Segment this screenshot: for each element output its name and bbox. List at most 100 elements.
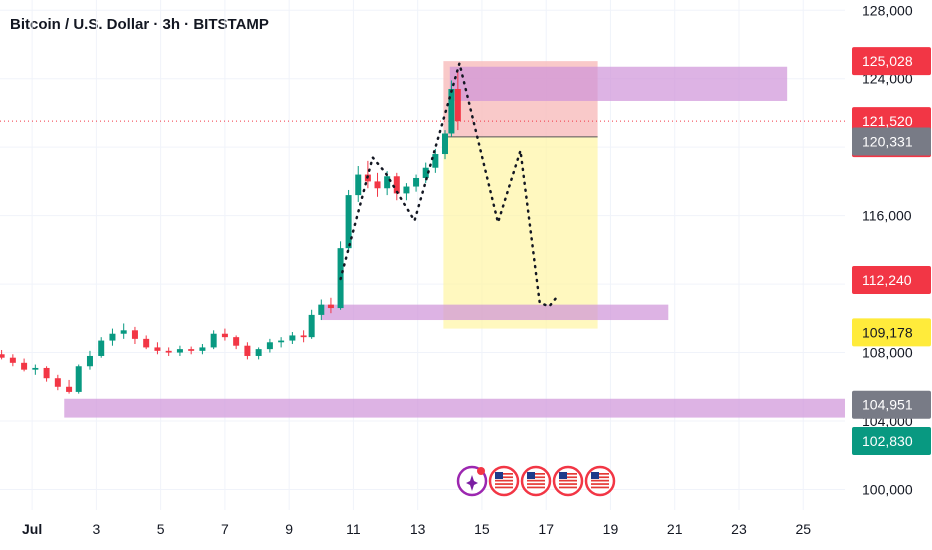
x-tick-label: 23	[731, 521, 747, 537]
us-flag-icon[interactable]	[488, 465, 520, 497]
price-badge: 120,331	[852, 127, 931, 156]
candle-body	[54, 378, 61, 387]
candle	[143, 335, 150, 350]
candle	[120, 323, 127, 339]
candle	[199, 343, 206, 355]
candle-body	[413, 177, 420, 187]
flag-stripe	[591, 483, 609, 485]
candle	[109, 328, 116, 346]
candle-body	[327, 304, 334, 309]
price-badge-bg	[852, 318, 931, 347]
candle	[355, 166, 362, 202]
candle-body	[109, 333, 116, 341]
x-tick-label: 15	[474, 521, 490, 537]
us-flag-icon[interactable]	[552, 465, 584, 497]
price-badge: 104,951	[852, 390, 931, 419]
flag-canton	[559, 472, 567, 479]
x-tick-label: 3	[92, 521, 100, 537]
candle-body	[233, 337, 240, 346]
projection-path	[339, 58, 561, 308]
flag-stripe	[495, 486, 513, 489]
candle-body	[374, 181, 381, 189]
x-tick-label: 13	[410, 521, 426, 537]
candle-body	[131, 330, 138, 339]
candle-body	[393, 176, 400, 194]
y-tick-label: 116,000	[862, 208, 912, 224]
candle-body	[221, 333, 228, 338]
candle-body	[300, 335, 307, 338]
candle-body	[422, 167, 429, 178]
y-axis: 100,000104,000108,000116,000124,000128,0…	[862, 2, 913, 497]
zone-support	[321, 304, 669, 321]
us-flag-icon[interactable]	[584, 465, 616, 497]
candle	[345, 189, 352, 252]
flag-stripe	[527, 476, 545, 479]
flag-stripe	[559, 483, 577, 485]
x-tick-label: 21	[667, 521, 683, 537]
candle-body	[176, 349, 183, 353]
candle	[21, 358, 28, 372]
candle-body	[188, 349, 195, 351]
candle	[289, 332, 296, 344]
flag-stripe	[527, 483, 545, 485]
y-tick-label: 100,000	[862, 481, 913, 497]
candle-body	[0, 354, 5, 358]
candle-body	[318, 304, 325, 315]
price-badge: 102,830	[852, 427, 931, 456]
price-badge-label: 109,178	[862, 324, 913, 340]
candle-body	[454, 88, 461, 122]
spark-icon[interactable]	[456, 465, 488, 497]
y-tick-label: 108,000	[862, 345, 913, 361]
us-flag-icon[interactable]	[520, 465, 552, 497]
candle-body	[432, 154, 439, 168]
flag-stripe	[559, 486, 577, 489]
price-badges: 125,028121,52028:57120,331112,240109,178…	[852, 47, 931, 456]
candle	[393, 172, 400, 201]
candle-body	[345, 195, 352, 249]
flag-stripe	[527, 486, 545, 489]
candle	[454, 71, 461, 131]
chart-title: Bitcoin / U.S. Dollar · 3h · BITSTAMP	[10, 16, 269, 33]
event-icons	[456, 465, 616, 497]
flag-canton	[591, 472, 599, 479]
candle	[255, 347, 262, 360]
candle	[86, 350, 93, 370]
projection-line	[339, 58, 561, 308]
candle-body	[441, 133, 448, 155]
candle-body	[448, 88, 455, 134]
flag-stripe	[495, 479, 513, 482]
candle-body	[384, 176, 391, 189]
grid	[0, 0, 845, 510]
zone-target	[443, 136, 598, 329]
flag-stripe	[495, 473, 513, 475]
candle	[0, 349, 5, 360]
candle-body	[266, 342, 273, 350]
candle-body	[289, 335, 296, 341]
x-tick-label: 9	[285, 521, 293, 537]
candle-body	[32, 367, 39, 370]
price-badge-label: 120,331	[862, 134, 913, 150]
flag-stripe	[527, 473, 545, 475]
flag-stripe	[559, 473, 577, 475]
x-tick-label: Jul	[22, 521, 42, 537]
x-tick-label: 25	[795, 521, 811, 537]
flag-stripe	[559, 476, 577, 479]
candle	[432, 148, 439, 173]
price-badge-bg	[852, 265, 931, 294]
candle	[337, 241, 344, 310]
x-tick-label: 19	[603, 521, 619, 537]
candle	[54, 374, 61, 391]
price-badge-label: 102,830	[862, 433, 913, 449]
candle-body	[120, 330, 127, 334]
candle-body	[143, 338, 150, 348]
zone-support	[64, 398, 846, 418]
candle-body	[21, 362, 28, 370]
candle-body	[75, 366, 82, 392]
price-badge-bg	[852, 390, 931, 419]
y-tick-label: 128,000	[862, 2, 913, 18]
candle	[154, 342, 161, 355]
flag-canton	[527, 472, 535, 479]
flag-stripe	[591, 486, 609, 489]
price-badge-label: 112,240	[862, 272, 912, 288]
